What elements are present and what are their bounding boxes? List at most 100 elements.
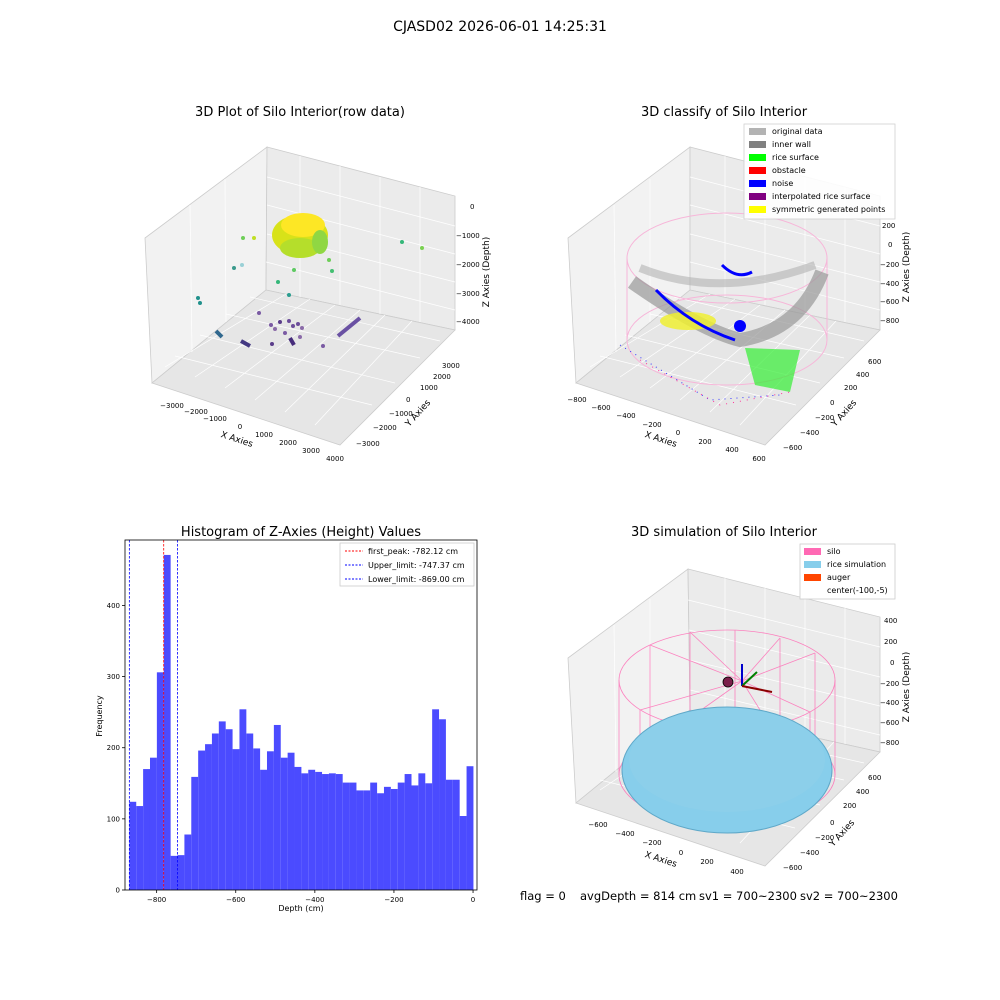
legend-label: first_peak: -782.12 cm <box>368 547 458 556</box>
histogram-bar <box>342 782 350 890</box>
legend-item: rice simulation <box>804 560 886 569</box>
histogram-bar <box>411 785 419 890</box>
histogram-bar <box>266 751 274 890</box>
histogram-xtick-label: −400 <box>305 896 324 904</box>
p2-ytick: 200 <box>844 384 857 392</box>
p1-ztick: 0 <box>470 203 474 211</box>
avg-depth-text: avgDepth = 814 cm <box>580 889 696 903</box>
histogram-bar <box>149 757 157 890</box>
histogram-bar <box>349 782 357 890</box>
histogram-xtick-label: 0 <box>471 896 475 904</box>
panel2-xlabel: X Axies <box>643 430 678 450</box>
p1-ytick: 3000 <box>442 362 460 370</box>
histogram-ytick-label: 0 <box>116 887 120 895</box>
p1-ytick: 1000 <box>420 384 438 392</box>
histogram-bar <box>383 786 391 890</box>
histogram-bar <box>308 769 316 890</box>
histogram-bar <box>445 779 453 890</box>
legend-label: symmetric generated points <box>772 205 885 214</box>
histogram-bar <box>322 774 329 890</box>
panel-classify-3d: 3D classify of Silo Interior <box>567 105 912 463</box>
figure-suptitle: CJASD02 2026-06-01 14:25:31 <box>393 19 607 35</box>
histogram-bar <box>273 724 281 890</box>
sv2-text: sv2 = 700~2300 <box>800 889 898 903</box>
p1-xtick: −1000 <box>203 415 227 423</box>
p4-ytick: −400 <box>800 849 819 857</box>
histogram-bar <box>301 773 309 890</box>
histogram-bar <box>239 709 247 890</box>
p2-ztick: −800 <box>880 317 899 325</box>
histogram-bar <box>356 790 364 890</box>
p1-xtick: 3000 <box>302 447 320 455</box>
p4-ytick: 0 <box>830 819 834 827</box>
panel2-floor-pane <box>575 289 881 446</box>
p4-xtick: −400 <box>615 830 634 838</box>
p2-ytick: −600 <box>783 444 802 452</box>
panel4-auger <box>722 664 773 693</box>
histogram-bar <box>205 744 212 890</box>
p4-xtick: −200 <box>642 839 661 847</box>
histogram-legend: first_peak: -782.12 cm Upper_limit: -747… <box>339 542 475 587</box>
p2-ztick: −400 <box>880 280 899 288</box>
histogram-plot-frame <box>124 539 478 891</box>
p4-ztick: −600 <box>880 719 899 727</box>
histogram-ytick-label: 300 <box>107 673 120 681</box>
histogram-xtick-label: −800 <box>147 896 166 904</box>
status-footer: flag = 0 avgDepth = 814 cm sv1 = 700~230… <box>520 889 898 903</box>
p2-ztick: 0 <box>888 241 892 249</box>
p1-ztick: −2000 <box>456 261 480 269</box>
legend-label: interpolated rice surface <box>772 192 870 201</box>
histogram-bar <box>328 773 336 890</box>
p4-ytick: −600 <box>783 864 802 872</box>
panel4-title: 3D simulation of Silo Interior <box>631 525 818 540</box>
histogram-bar <box>136 806 144 890</box>
legend-label: noise <box>772 179 793 188</box>
histogram-ytick-label: 400 <box>107 602 120 610</box>
histogram-bar <box>404 774 412 890</box>
histogram-ytick-label: 100 <box>107 815 120 823</box>
legend-label: silo <box>827 547 841 556</box>
legend-label: Lower_limit: -869.00 cm <box>368 575 465 584</box>
p2-xtick: 600 <box>752 455 765 463</box>
p1-xtick: −2000 <box>184 408 208 416</box>
histogram-bar <box>466 766 474 890</box>
p4-ztick: −400 <box>880 699 899 707</box>
p2-ztick: −200 <box>880 261 899 269</box>
legend-item: noise <box>749 179 793 188</box>
histogram-bar <box>459 816 467 890</box>
legend-label: Upper_limit: -747.37 cm <box>368 561 465 570</box>
p4-ztick: 400 <box>884 617 897 625</box>
histogram-ytick-label: 200 <box>107 744 120 752</box>
panel2-zticks: 200 0 −200 −400 −600 −800 <box>880 222 899 325</box>
panel4-xticks: −600 −400 −200 0 200 400 <box>588 821 743 876</box>
p4-xtick: −600 <box>588 821 607 829</box>
histogram-bar <box>425 783 433 890</box>
panel1-title: 3D Plot of Silo Interior(row data) <box>195 105 405 120</box>
p1-xtick: 2000 <box>279 439 297 447</box>
histogram-bar <box>335 774 343 890</box>
histogram-bar <box>170 855 178 890</box>
p2-ztick: −600 <box>880 298 899 306</box>
legend-label: obstacle <box>772 166 806 175</box>
p2-xtick: 200 <box>698 438 711 446</box>
histogram-bar <box>315 771 323 890</box>
p4-xtick: 400 <box>730 868 743 876</box>
p4-xtick: 0 <box>679 849 683 857</box>
histogram-bar <box>432 709 440 890</box>
histogram-xtick-label: −200 <box>384 896 403 904</box>
histogram-bar <box>129 801 137 890</box>
p1-xtick: 4000 <box>326 455 344 463</box>
legend-label: center(-100,-5) <box>827 586 888 595</box>
histogram-bar <box>418 773 426 890</box>
p4-ytick: 200 <box>843 802 856 810</box>
histogram-reference-lines <box>128 540 178 890</box>
histogram-bar <box>253 748 261 890</box>
panel1-yticks: −3000 −2000 −1000 0 1000 2000 3000 <box>356 362 460 448</box>
histogram-bar <box>370 782 378 890</box>
panel4-rice-surface <box>621 706 833 834</box>
sv1-text: sv1 = 700~2300 <box>699 889 797 903</box>
panel1-axes-box <box>144 146 456 446</box>
p1-ytick: −3000 <box>356 440 380 448</box>
p2-ztick: 200 <box>882 222 895 230</box>
histogram-bar <box>363 790 371 890</box>
